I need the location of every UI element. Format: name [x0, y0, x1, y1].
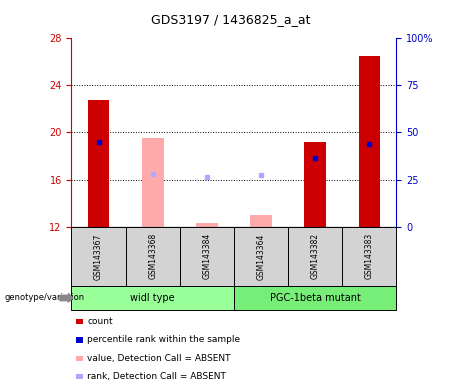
Text: genotype/variation: genotype/variation — [5, 293, 85, 303]
Bar — [88, 99, 109, 227]
Text: GSM143384: GSM143384 — [202, 233, 212, 280]
Text: PGC-1beta mutant: PGC-1beta mutant — [270, 293, 361, 303]
Text: GDS3197 / 1436825_a_at: GDS3197 / 1436825_a_at — [151, 13, 310, 26]
Bar — [304, 142, 326, 227]
Text: GSM143368: GSM143368 — [148, 233, 157, 280]
Text: GSM143383: GSM143383 — [365, 233, 374, 280]
Bar — [359, 56, 380, 227]
Bar — [142, 138, 164, 227]
Text: GSM143364: GSM143364 — [256, 233, 266, 280]
Text: GSM143382: GSM143382 — [311, 233, 320, 280]
Text: rank, Detection Call = ABSENT: rank, Detection Call = ABSENT — [87, 372, 226, 381]
Bar — [250, 215, 272, 227]
Text: GSM143367: GSM143367 — [94, 233, 103, 280]
Text: count: count — [87, 317, 113, 326]
Text: value, Detection Call = ABSENT: value, Detection Call = ABSENT — [87, 354, 230, 363]
Text: percentile rank within the sample: percentile rank within the sample — [87, 335, 240, 344]
Text: widl type: widl type — [130, 293, 175, 303]
Bar — [196, 223, 218, 227]
